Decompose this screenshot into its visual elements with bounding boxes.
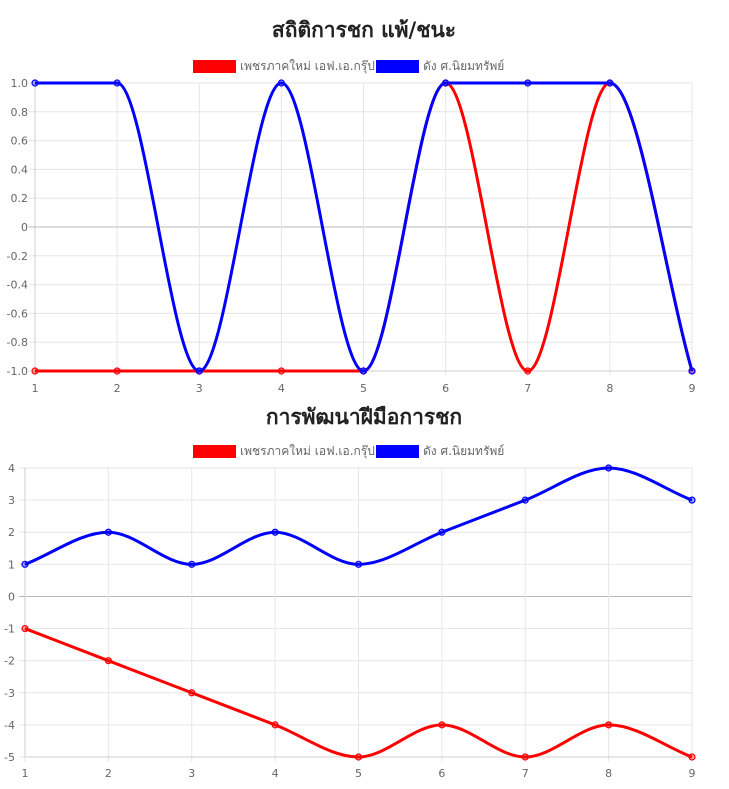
win-loss-chart: สถิติการชก แพ้/ชนะ เพชรภาคใหม่ เอฟ.เอ.กร… (7, 18, 696, 395)
data-point-1[interactable] (438, 528, 446, 536)
chart-title: สถิติการชก แพ้/ชนะ (272, 18, 456, 42)
data-point-0[interactable] (31, 367, 39, 375)
data-point-0[interactable] (113, 367, 121, 375)
plot-area: 4 3 2 1 0 -1 -2 -3 -4 -5 1 2 3 4 5 6 7 8 9 (4, 462, 696, 780)
data-point-0[interactable] (688, 753, 696, 761)
y-tick-label: -3 (4, 687, 15, 700)
y-tick-label: -0.2 (7, 250, 28, 263)
x-tick-label: 1 (22, 767, 29, 780)
data-point-0[interactable] (605, 721, 613, 729)
legend-swatch-0[interactable] (193, 60, 236, 73)
x-tick-label: 8 (606, 382, 613, 395)
data-point-1[interactable] (521, 496, 529, 504)
y-tick-label: 1 (8, 558, 15, 571)
data-point-1[interactable] (31, 79, 39, 87)
data-point-1[interactable] (195, 367, 203, 375)
data-point-1[interactable] (271, 528, 279, 536)
data-point-1[interactable] (277, 79, 285, 87)
data-point-0[interactable] (277, 367, 285, 375)
y-tick-label: -0.6 (7, 307, 28, 320)
x-tick-label: 4 (278, 382, 285, 395)
data-point-1[interactable] (21, 560, 29, 568)
x-tick-label: 7 (524, 382, 531, 395)
x-tick-label: 5 (360, 382, 367, 395)
data-point-0[interactable] (21, 624, 29, 633)
data-point-1[interactable] (524, 79, 532, 87)
legend-swatch-0[interactable] (193, 445, 236, 458)
y-tick-label: 0.4 (11, 163, 29, 176)
data-point-1[interactable] (113, 79, 121, 87)
y-tick-label: 0.6 (11, 135, 29, 148)
data-point-0[interactable] (438, 721, 446, 729)
chart-title: การพัฒนาฝีมือการชก (266, 405, 462, 429)
y-tick-label: -0.8 (7, 336, 28, 349)
data-point-1[interactable] (688, 367, 696, 375)
y-tick-label: -0.4 (7, 279, 28, 292)
data-point-0[interactable] (521, 753, 529, 761)
data-point-1[interactable] (359, 367, 368, 375)
data-point-1[interactable] (442, 79, 450, 87)
legend-swatch-1[interactable] (376, 60, 419, 73)
y-tick-label: 0 (21, 221, 28, 234)
x-tick-label: 9 (689, 382, 696, 395)
legend-swatch-1[interactable] (376, 445, 419, 458)
x-tick-label: 6 (442, 382, 449, 395)
x-tick-label: 5 (355, 767, 362, 780)
data-point-1[interactable] (354, 560, 363, 568)
y-tick-label: -1.0 (7, 365, 28, 378)
y-tick-label: 2 (8, 526, 15, 539)
plot-area: 1.0 0.8 0.6 0.4 0.2 0 -0.2 -0.4 -0.6 -0.8 -1.0 1 2 3 4… (7, 77, 696, 395)
legend[interactable]: เพชรภาคใหม่ เอฟ.เอ.กรุ๊ป ดัง ศ.นิยมทรัพย… (193, 59, 504, 74)
y-tick-label: 0.2 (11, 192, 29, 205)
data-point-1[interactable] (188, 560, 196, 568)
y-tick-label: -5 (4, 751, 15, 764)
data-point-1[interactable] (605, 464, 613, 472)
data-point-1[interactable] (606, 79, 614, 87)
x-tick-label: 3 (196, 382, 203, 395)
x-tick-label: 2 (114, 382, 121, 395)
legend-label-1[interactable]: ดัง ศ.นิยมทรัพย์ (423, 59, 504, 73)
y-tick-label: -2 (4, 655, 15, 668)
legend[interactable]: เพชรภาคใหม่ เอฟ.เอ.กรุ๊ป ดัง ศ.นิยมทรัพย… (193, 444, 504, 459)
y-tick-label: -4 (4, 719, 15, 732)
legend-label-1[interactable]: ดัง ศ.นิยมทรัพย์ (423, 444, 504, 458)
x-tick-label: 3 (188, 767, 195, 780)
data-point-0[interactable] (524, 367, 532, 375)
data-point-1[interactable] (104, 528, 112, 536)
y-tick-label: 0.8 (11, 106, 29, 119)
x-tick-label: 6 (438, 767, 445, 780)
x-tick-label: 7 (522, 767, 529, 780)
x-tick-label: 9 (689, 767, 696, 780)
legend-label-0[interactable]: เพชรภาคใหม่ เอฟ.เอ.กรุ๊ป (240, 444, 375, 459)
data-point-0[interactable] (354, 753, 363, 761)
data-point-1[interactable] (688, 496, 696, 504)
series-line-0 (24, 627, 693, 759)
y-tick-label: 1.0 (11, 77, 29, 90)
y-tick-label: -1 (4, 623, 15, 636)
data-point-0[interactable] (271, 721, 279, 729)
legend-label-0[interactable]: เพชรภาคใหม่ เอฟ.เอ.กรุ๊ป (240, 59, 375, 74)
skill-development-chart: การพัฒนาฝีมือการชก เพชรภาคใหม่ เอฟ.เอ.กร… (4, 405, 696, 780)
series-line-1 (35, 81, 694, 373)
x-tick-label: 1 (32, 382, 39, 395)
x-tick-label: 8 (605, 767, 612, 780)
x-tick-label: 2 (105, 767, 112, 780)
series-line-1 (24, 466, 693, 566)
data-point-0[interactable] (104, 657, 112, 665)
y-tick-label: 4 (8, 462, 15, 475)
data-point-0[interactable] (188, 689, 196, 697)
y-tick-label: 0 (8, 590, 15, 603)
x-tick-label: 4 (272, 767, 279, 780)
y-tick-label: 3 (8, 494, 15, 507)
